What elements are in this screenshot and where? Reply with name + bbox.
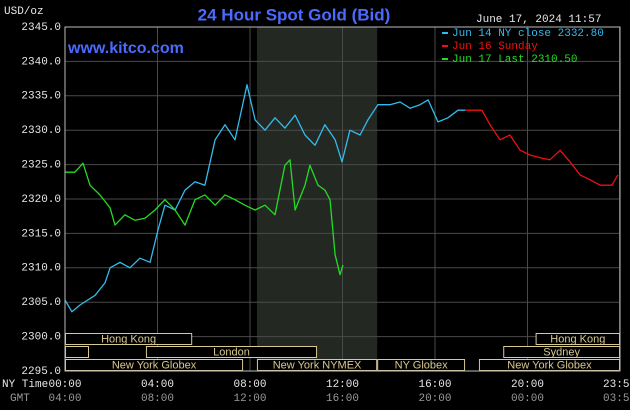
- y-tick-label: 2310.0: [21, 263, 61, 275]
- gmt-tick-label: 04:00: [48, 393, 81, 405]
- x-tick-label: 23:59: [603, 379, 630, 391]
- legend-label: Jun 14 NY close 2332.80: [452, 28, 604, 40]
- session-label: New York NYMEX: [273, 359, 362, 371]
- series-line: [465, 109, 619, 186]
- session-label: New York Globex: [507, 359, 592, 371]
- session-label: Sydney: [543, 346, 580, 358]
- unit-label: USD/oz: [4, 6, 44, 18]
- legend-label: Jun 17 Last 2310.50: [452, 54, 577, 66]
- x-tick-label: 16:00: [418, 379, 451, 391]
- session-label: London: [213, 346, 250, 358]
- x-tick-label: 00:00: [48, 379, 81, 391]
- plot-border: [64, 26, 621, 372]
- chart-title: 24 Hour Spot Gold (Bid): [198, 5, 391, 24]
- gmt-tick-label: 00:00: [511, 393, 544, 405]
- gmt-tick-label: 08:00: [141, 393, 174, 405]
- y-tick-label: 2340.0: [21, 56, 61, 68]
- session-label: Hong Kong: [101, 333, 156, 345]
- website: www.kitco.com: [67, 40, 184, 57]
- x-row-label: NY Time: [2, 379, 48, 391]
- x-tick-label: 20:00: [511, 379, 544, 391]
- y-tick-label: 2315.0: [21, 228, 61, 240]
- series-line: [65, 159, 344, 276]
- session-box: [65, 346, 89, 358]
- x-tick-label: 08:00: [233, 379, 266, 391]
- lines: [64, 84, 619, 313]
- session-label: NY Globex: [395, 359, 448, 371]
- gmt-tick-label: 03:59: [603, 393, 630, 405]
- y-tick-label: 2325.0: [21, 160, 61, 172]
- x-tick-label: 04:00: [141, 379, 174, 391]
- y-tick-label: 2320.0: [21, 194, 61, 206]
- gmt-tick-label: 12:00: [233, 393, 266, 405]
- y-tick-label: 2295.0: [21, 366, 61, 378]
- y-tick-label: 2330.0: [21, 125, 61, 137]
- session-label: Hong Kong: [550, 333, 605, 345]
- x-tick-label: 12:00: [326, 379, 359, 391]
- timestamp: June 17, 2024 11:57: [476, 14, 601, 26]
- y-tick-label: 2300.0: [21, 332, 61, 344]
- y-tick-label: 2335.0: [21, 91, 61, 103]
- series-line: [64, 84, 466, 313]
- session-box: [145, 346, 318, 358]
- session-label: New York Globex: [112, 359, 197, 371]
- legend-label: Jun 16 Sunday: [452, 41, 538, 53]
- y-tick-label: 2345.0: [21, 22, 61, 34]
- gmt-row-label: GMT: [10, 393, 30, 405]
- gmt-tick-label: 16:00: [326, 393, 359, 405]
- y-tick-label: 2305.0: [21, 297, 61, 309]
- gmt-tick-label: 20:00: [418, 393, 451, 405]
